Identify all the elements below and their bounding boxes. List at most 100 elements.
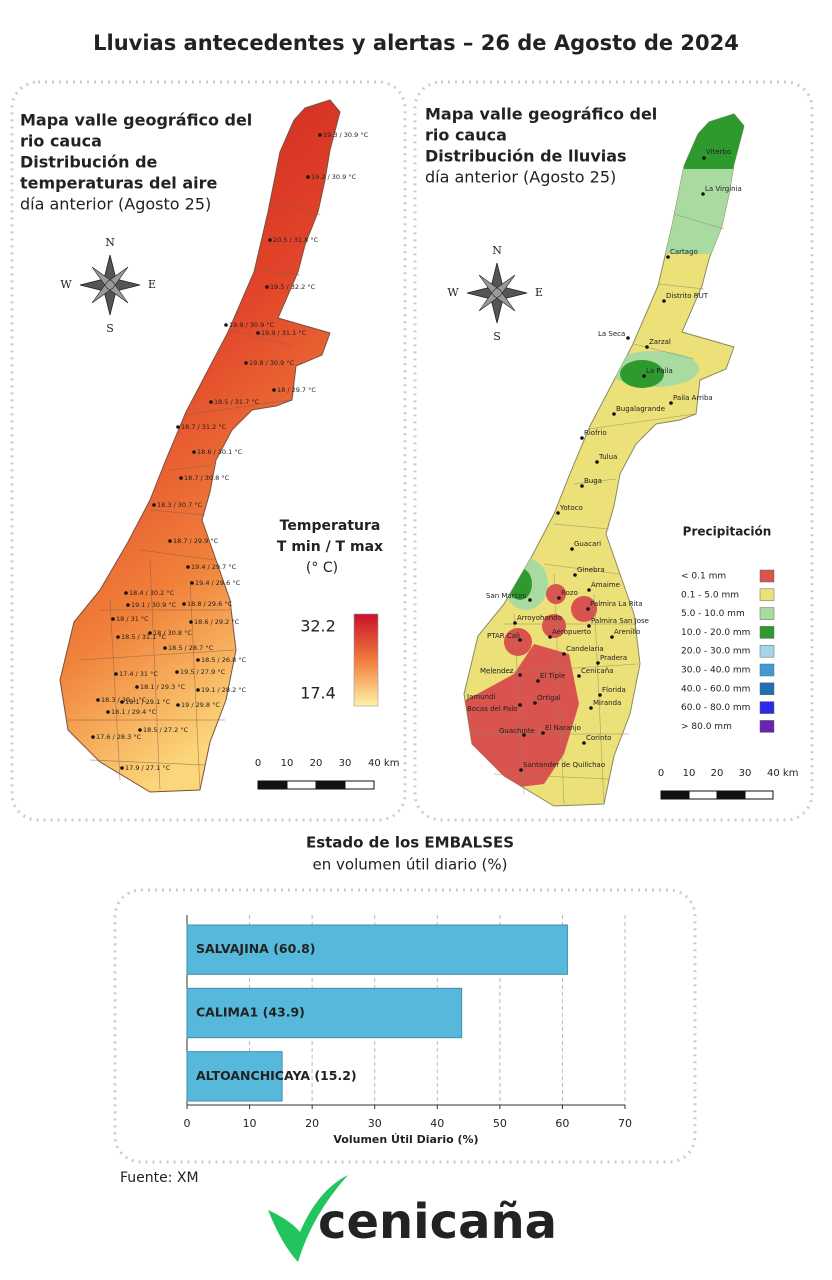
town-dot <box>586 607 590 611</box>
town-dot <box>548 635 552 639</box>
station-label: 18.8 / 29.6 °C <box>187 600 233 608</box>
town-label: Guacari <box>574 540 601 548</box>
station-dot <box>209 400 213 404</box>
legend-swatch <box>759 626 775 639</box>
town-dot <box>662 299 666 303</box>
town-label: Cenicaña <box>581 667 613 675</box>
bar-label: ALTOANCHICAYA (15.2) <box>196 1068 357 1083</box>
scale-label: 40 km <box>767 768 798 779</box>
scale-segment <box>716 790 746 800</box>
town-label: La Paila <box>646 367 673 375</box>
station-label: 19.8 / 30.9 °C <box>249 359 295 367</box>
station-dot <box>138 728 142 732</box>
legend-title: T min / T max <box>277 539 383 555</box>
station-label: 19.4 / 29.7 °C <box>191 563 237 571</box>
town-label: Guachinte <box>499 727 535 735</box>
station-dot <box>106 710 110 714</box>
town-label: Palmira La Rita <box>590 600 643 608</box>
zone-border <box>229 329 291 346</box>
town-dot <box>580 484 584 488</box>
bar-label: CALIMA1 (43.9) <box>196 1005 305 1020</box>
station-label: 20.5 / 31.8 °C <box>273 236 319 244</box>
zone-border <box>79 649 235 661</box>
station-dot <box>175 670 179 674</box>
station-label: 18.7 / 29.9 °C <box>173 537 219 545</box>
town-label: El Naranjo <box>545 724 581 732</box>
town-label: Riofrio <box>584 429 607 437</box>
zone-border <box>149 559 161 791</box>
station-label: 18 / 29.7 °C <box>277 386 316 394</box>
town-label: Yotoco <box>559 504 583 512</box>
station-dot <box>182 602 186 606</box>
station-dot <box>272 388 276 392</box>
legend-swatch <box>759 588 775 602</box>
bar <box>186 1051 283 1102</box>
zone-border <box>588 413 695 430</box>
station-label: 18.3 / 30.1 °C <box>101 696 147 704</box>
station-dot <box>265 285 269 289</box>
zone-border <box>553 573 565 805</box>
town-dot <box>518 703 522 707</box>
zone-border <box>139 549 216 561</box>
scale-segment <box>344 780 375 790</box>
map-heading: Distribución de <box>20 153 158 172</box>
zone-border <box>673 213 725 230</box>
scale-label: 30 <box>339 758 352 769</box>
x-tick-label: 30 <box>368 1117 382 1130</box>
legend-title: (° C) <box>306 560 338 576</box>
town-dot <box>562 652 566 656</box>
station-label: 19.1 / 30.9 °C <box>131 601 177 609</box>
town-dot <box>589 706 593 710</box>
town-dot <box>587 624 591 628</box>
bar <box>186 987 463 1039</box>
town-dot <box>513 621 517 625</box>
station-label: 19.9 / 30.9 °C <box>229 321 275 329</box>
town-dot <box>522 733 526 737</box>
town-label: Santander de Quilichao <box>523 761 605 769</box>
station-label: 17.6 / 28.3 °C <box>96 733 142 741</box>
scale-label: 0 <box>255 758 261 769</box>
compass-label: E <box>148 278 156 291</box>
scale-label: 0 <box>658 768 664 779</box>
station-label: 17.4 / 31 °C <box>119 670 158 678</box>
station-dot <box>163 646 167 650</box>
town-label: Corinto <box>586 734 611 742</box>
town-dot <box>598 693 602 697</box>
scale-segment <box>660 790 690 800</box>
town-dot <box>610 635 614 639</box>
station-label: 18.6 / 29.2 °C <box>194 618 240 626</box>
station-dot <box>120 766 124 770</box>
station-label: 18 / 31 °C <box>116 615 149 623</box>
zone <box>504 628 532 656</box>
town-label: Pradera <box>600 654 627 662</box>
town-label: Buga <box>584 477 602 485</box>
town-dot <box>645 345 649 349</box>
station-label: 19.3 / 30.9 °C <box>323 131 369 139</box>
station-dot <box>120 700 124 704</box>
station-label: 18.1 / 29.3 °C <box>140 683 186 691</box>
legend-label: 30.0 - 40.0 mm <box>681 666 750 676</box>
legend-label: 20.0 - 30.0 mm <box>681 647 750 657</box>
legend-swatch <box>759 682 775 696</box>
map-heading: Distribución de lluvias <box>425 147 627 166</box>
scale-segment <box>315 780 346 790</box>
legend-swatch <box>759 607 775 620</box>
station-label: 19 / 29.8 °C <box>181 701 220 709</box>
station-label: 17.9 / 27.1 °C <box>125 764 171 772</box>
station-label: 19.4 / 29.6 °C <box>195 579 241 587</box>
town-label: Zarzal <box>649 338 671 346</box>
zone-border <box>543 563 620 575</box>
x-tick-label: 20 <box>305 1117 319 1130</box>
station-dot <box>114 672 118 676</box>
color-bar <box>353 613 379 707</box>
town-dot <box>580 436 584 440</box>
page-title: Lluvias antecedentes y alertas – 26 de A… <box>93 31 739 55</box>
town-dot <box>533 701 537 705</box>
town-dot <box>573 573 577 577</box>
station-dot <box>268 238 272 242</box>
town-label: Florida <box>602 686 626 694</box>
station-label: 18.5 / 26.8 °C <box>201 656 247 664</box>
map-heading: rio cauca <box>20 132 102 151</box>
station-dot <box>96 698 100 702</box>
station-label: 18.5 / 31.7 °C <box>214 398 260 406</box>
